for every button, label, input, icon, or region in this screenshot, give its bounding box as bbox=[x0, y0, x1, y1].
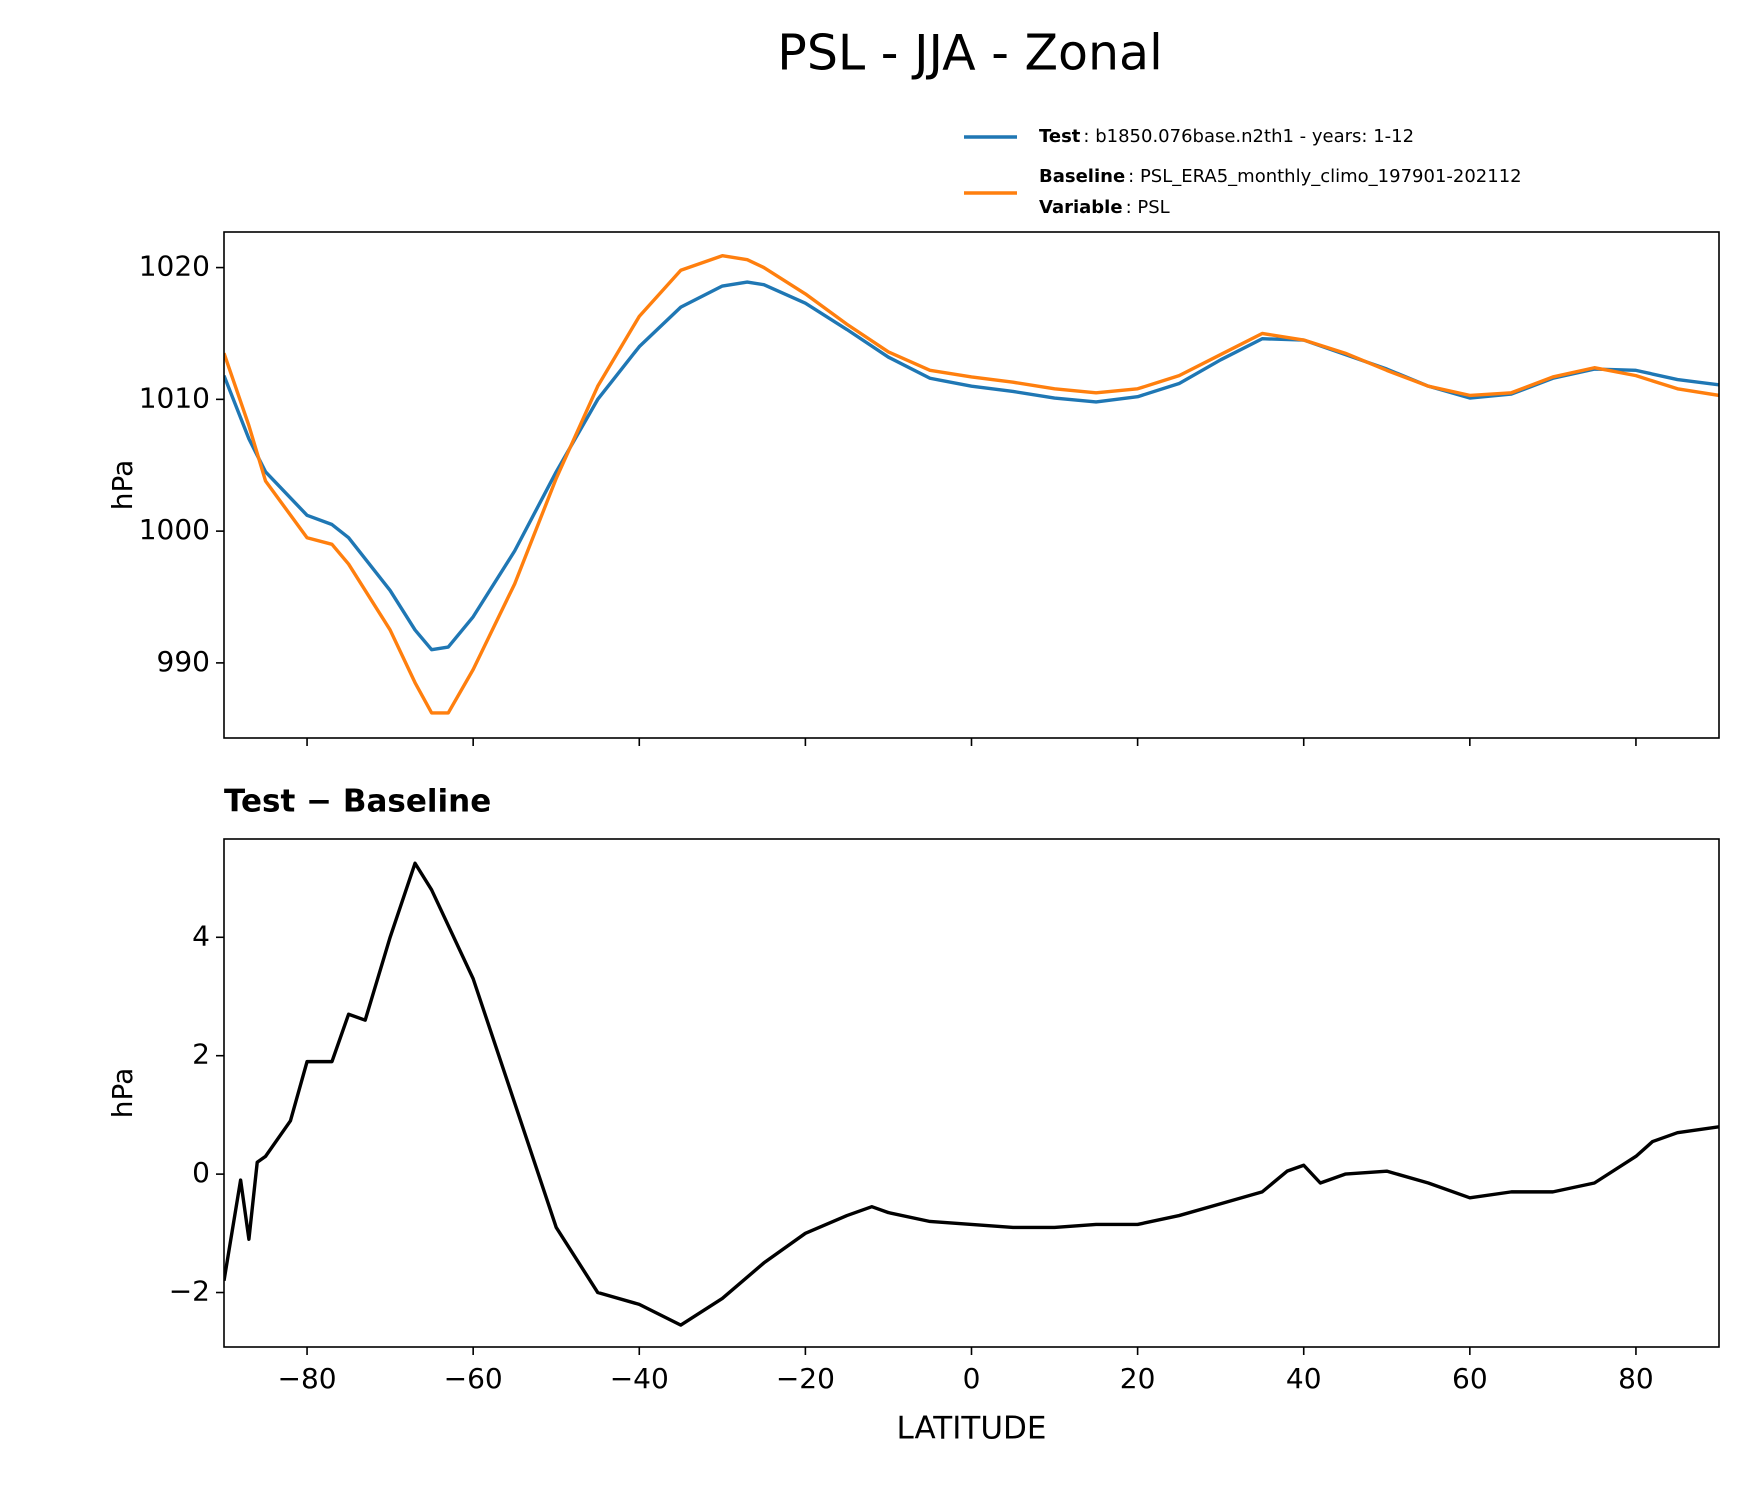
x-tick-label: −60 bbox=[444, 1362, 503, 1395]
legend-description: : b1850.076base.n2th1 - years: 1-12 bbox=[1083, 126, 1414, 147]
y-axis-label: hPa bbox=[106, 1068, 139, 1119]
y-tick-label: 1000 bbox=[139, 513, 210, 546]
x-tick-label: 80 bbox=[1618, 1362, 1654, 1395]
legend-label: Baseline bbox=[1039, 166, 1125, 187]
y-axis-label: hPa bbox=[106, 460, 139, 511]
subplot-title: Test − Baseline bbox=[224, 784, 491, 820]
plot-area bbox=[224, 254, 1719, 715]
data-line bbox=[224, 861, 1719, 1327]
legend-label: Test bbox=[1039, 126, 1081, 147]
x-tick-label: 60 bbox=[1452, 1362, 1488, 1395]
y-tick-label: 990 bbox=[157, 645, 210, 678]
x-tick-label: 40 bbox=[1286, 1362, 1322, 1395]
legend-description: : PSL_ERA5_monthly_climo_197901-202112 bbox=[1128, 166, 1521, 187]
x-tick-label: 0 bbox=[963, 1362, 981, 1395]
legend-label: Variable bbox=[1039, 197, 1123, 218]
data-line bbox=[224, 280, 1719, 652]
axes-frame bbox=[223, 838, 1720, 1348]
y-tick-label: 0 bbox=[192, 1156, 210, 1189]
x-tick-label: −20 bbox=[776, 1362, 835, 1395]
data-line bbox=[224, 254, 1719, 715]
y-tick-label: 1020 bbox=[139, 250, 210, 283]
figure-title: PSL - JJA - Zonal bbox=[777, 25, 1162, 82]
plot-area bbox=[224, 861, 1719, 1327]
y-tick-label: 4 bbox=[192, 919, 210, 952]
x-tick-label: −40 bbox=[610, 1362, 669, 1395]
legend-description: : PSL bbox=[1126, 197, 1170, 218]
axes-frame bbox=[223, 231, 1720, 739]
x-tick-label: −80 bbox=[278, 1362, 337, 1395]
x-tick-label: 20 bbox=[1120, 1362, 1156, 1395]
x-axis-label: LATITUDE bbox=[897, 1411, 1047, 1447]
y-tick-label: 1010 bbox=[139, 381, 210, 414]
y-tick-label: −2 bbox=[169, 1275, 210, 1308]
y-tick-label: 2 bbox=[192, 1038, 210, 1071]
